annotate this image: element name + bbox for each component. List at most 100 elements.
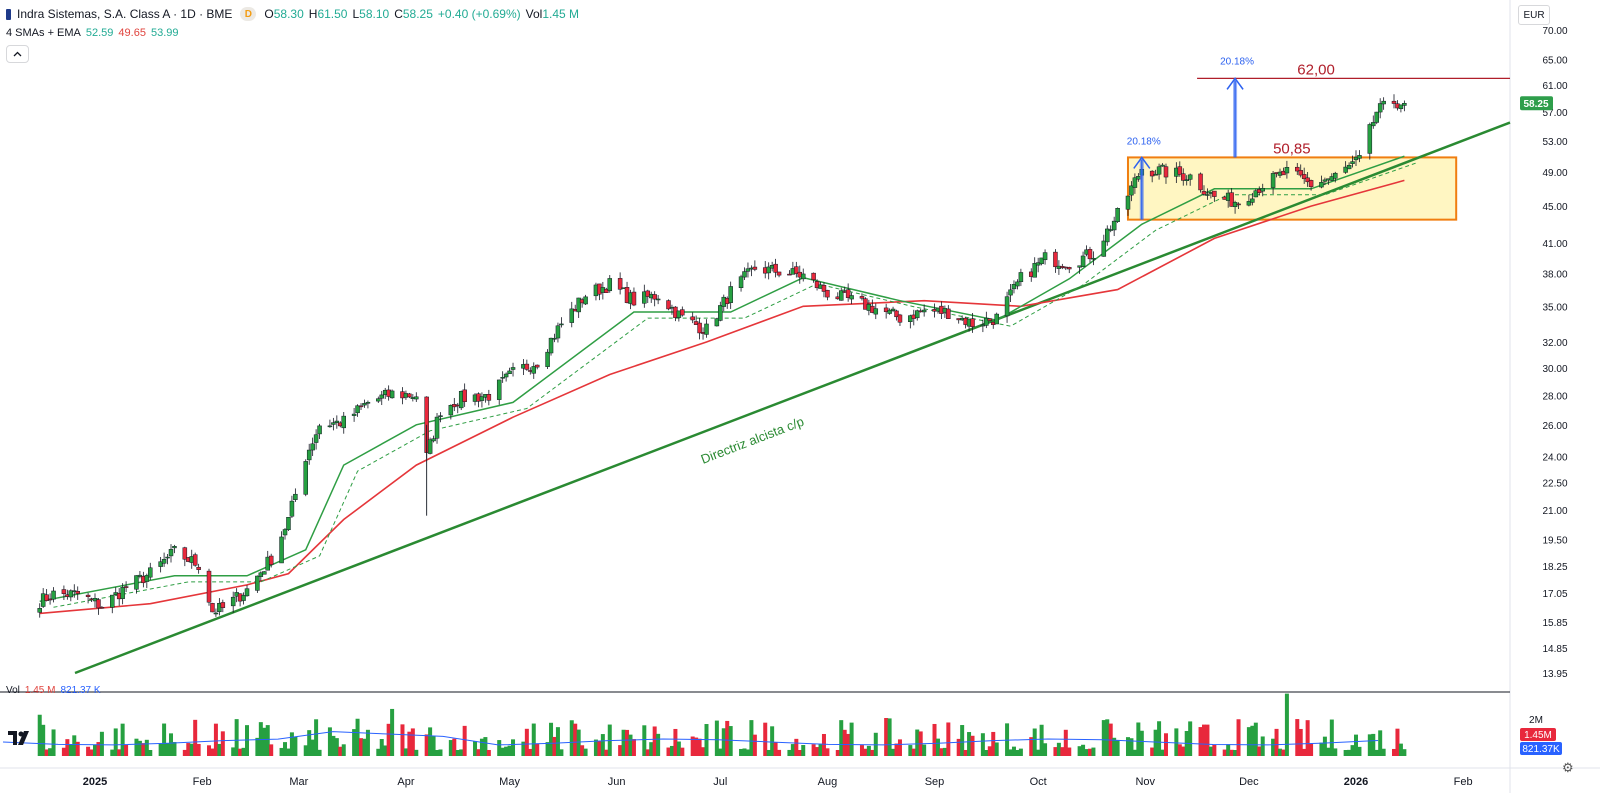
volume-bar bbox=[980, 733, 985, 756]
volume-legend[interactable]: Vol 1.45 M 821.37 K bbox=[6, 685, 101, 696]
volume-bar bbox=[1198, 727, 1203, 756]
candle bbox=[431, 435, 436, 443]
candle bbox=[1187, 173, 1193, 186]
collapse-legend-button[interactable] bbox=[6, 45, 29, 63]
volume-bar bbox=[1271, 738, 1276, 756]
volume-bar bbox=[137, 740, 142, 756]
volume-bar bbox=[552, 736, 557, 756]
volume-bar bbox=[1039, 724, 1044, 756]
price-tick-label: 35.00 bbox=[1542, 302, 1567, 313]
volume-bar bbox=[476, 749, 481, 756]
candle bbox=[1132, 173, 1138, 194]
price-tick-label: 49.00 bbox=[1542, 168, 1567, 179]
time-tick-label: Sep bbox=[925, 776, 945, 788]
volume-bar bbox=[148, 749, 153, 756]
candle bbox=[994, 312, 999, 325]
volume-bar bbox=[1188, 721, 1193, 756]
volume-bar bbox=[1177, 744, 1182, 756]
candle bbox=[697, 317, 702, 340]
candle bbox=[1284, 160, 1290, 179]
volume-bar bbox=[44, 749, 49, 756]
volume-bar bbox=[915, 729, 920, 756]
candle bbox=[1008, 283, 1013, 302]
volume-bar bbox=[144, 739, 149, 756]
volume-bar bbox=[452, 738, 457, 756]
volume-bar bbox=[61, 747, 66, 756]
volume-bar bbox=[435, 749, 440, 756]
measured-move-arrow-1[interactable] bbox=[1133, 156, 1151, 220]
settings-gear-icon[interactable]: ⚙ bbox=[1562, 760, 1574, 775]
symbol-header[interactable]: Indra Sistemas, S.A. Class A · 1D · BME … bbox=[6, 7, 579, 21]
volume-label: Vol bbox=[6, 685, 20, 696]
volume-bar bbox=[279, 747, 284, 756]
volume-bar bbox=[314, 719, 319, 756]
candle bbox=[293, 488, 298, 502]
price-tick-label: 70.00 bbox=[1542, 26, 1567, 37]
volume-bar bbox=[528, 748, 533, 756]
volume-bar bbox=[669, 745, 674, 756]
measured-move-arrow-2[interactable] bbox=[1226, 77, 1244, 158]
candle bbox=[845, 283, 851, 302]
time-tick-label: Jul bbox=[713, 776, 727, 788]
volume-bar bbox=[262, 727, 267, 756]
delayed-badge[interactable]: D bbox=[240, 7, 257, 21]
volume-bar bbox=[849, 722, 854, 756]
volume-bar bbox=[1132, 749, 1137, 756]
candle bbox=[1377, 98, 1383, 119]
indicator-value-3: 53.99 bbox=[150, 27, 179, 39]
volume-bar bbox=[1112, 737, 1117, 756]
candle bbox=[351, 407, 357, 422]
volume-bar bbox=[1374, 749, 1379, 756]
candle bbox=[1067, 266, 1072, 274]
tradingview-logo[interactable] bbox=[8, 730, 34, 746]
volume-bar bbox=[1136, 722, 1141, 756]
volume-bar bbox=[797, 749, 802, 756]
volume-bar bbox=[766, 749, 771, 756]
indicator-label[interactable]: 4 SMAs + EMA bbox=[6, 27, 81, 39]
volume-bar bbox=[1250, 725, 1255, 756]
volume-bar bbox=[597, 740, 602, 756]
uptrend-line[interactable] bbox=[74, 121, 1511, 675]
candle bbox=[51, 587, 56, 603]
volume-bar bbox=[559, 749, 564, 756]
volume-bar bbox=[545, 742, 550, 756]
volume-bar bbox=[970, 735, 975, 756]
volume-bar bbox=[1018, 748, 1023, 756]
volume-bar bbox=[1101, 720, 1106, 756]
currency-button[interactable]: EUR bbox=[1518, 5, 1550, 25]
volume-bar bbox=[431, 735, 436, 756]
volume-bar bbox=[186, 743, 191, 756]
volume-bar bbox=[1174, 728, 1179, 756]
candle bbox=[306, 443, 312, 465]
time-tick-label: Mar bbox=[289, 776, 308, 788]
candle bbox=[745, 262, 751, 278]
volume-bar bbox=[1125, 737, 1130, 756]
volume-bar bbox=[172, 742, 177, 756]
volume-bar bbox=[1036, 749, 1041, 756]
candle bbox=[897, 313, 903, 326]
candle bbox=[165, 554, 170, 565]
volume-bar bbox=[984, 749, 989, 756]
volume-bar bbox=[500, 747, 505, 756]
candle bbox=[220, 599, 226, 613]
last-price-badge[interactable]: 58.25 bbox=[1520, 96, 1553, 111]
volume-bar bbox=[1043, 743, 1048, 756]
volume-bar bbox=[162, 723, 167, 756]
candle bbox=[507, 367, 512, 375]
candle bbox=[794, 261, 799, 278]
low-label: L bbox=[352, 7, 360, 21]
volume-bar bbox=[341, 744, 346, 756]
volume-bar bbox=[1150, 747, 1155, 756]
volume-bar bbox=[459, 749, 464, 756]
candle bbox=[206, 568, 212, 606]
candle bbox=[583, 294, 588, 306]
volume-bar bbox=[1319, 742, 1324, 756]
indicator-legend[interactable]: 4 SMAs + EMA 52.59 49.65 53.99 bbox=[6, 27, 178, 39]
volume-bar bbox=[1260, 736, 1265, 756]
volume-bar bbox=[1077, 746, 1082, 756]
volume-bar bbox=[213, 723, 218, 756]
volume-bar bbox=[1246, 727, 1251, 756]
candle bbox=[1125, 195, 1131, 216]
symbol-title[interactable]: Indra Sistemas, S.A. Class A · 1D · BME bbox=[17, 7, 233, 21]
